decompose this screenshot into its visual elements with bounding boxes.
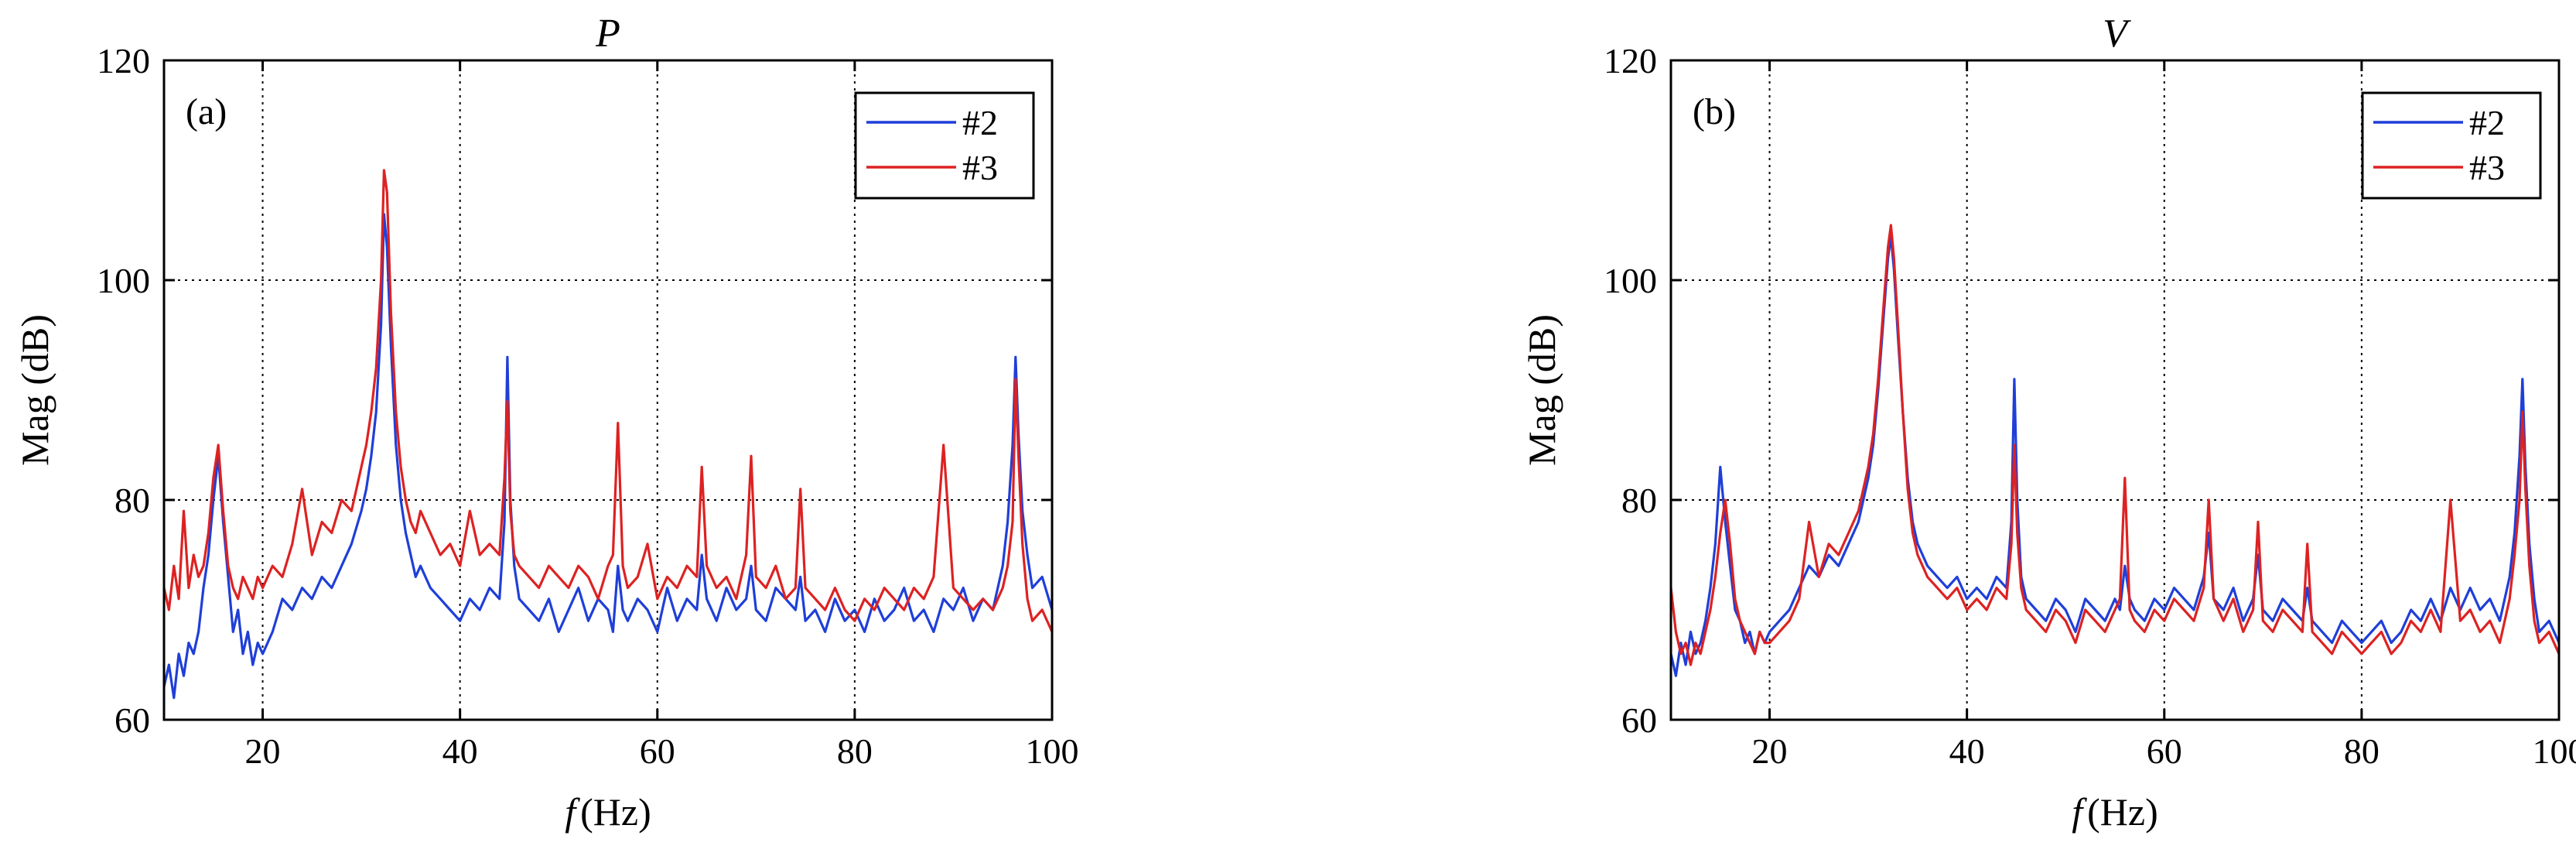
panel-label: (a) xyxy=(186,91,227,132)
series-line-2 xyxy=(164,169,1052,633)
chart-panel-2: 20 40 60 80 100 60 80 100 120 V (b) f(Hz) Mag (dB) #2… xyxy=(1520,12,2576,834)
x-axis-label-variable: f xyxy=(565,790,580,834)
series-line-2 xyxy=(1671,224,2559,666)
x-axis-label: f (Hz) xyxy=(2072,790,2158,834)
x-tick-label: 20 xyxy=(1752,731,1788,771)
x-tick-label: 60 xyxy=(2147,731,2182,771)
series-line-1 xyxy=(164,213,1052,700)
x-tick-label: 60 xyxy=(640,731,675,771)
x-tick-label: 20 xyxy=(245,731,281,771)
y-tick-label: 80 xyxy=(114,481,150,520)
y-axis-label: Mag (dB) xyxy=(1520,314,1563,466)
x-tick-label: 40 xyxy=(442,731,478,771)
y-tick-label: 120 xyxy=(97,41,150,80)
x-axis-label-unit: (Hz) xyxy=(580,790,651,834)
x-axis-label-unit: (Hz) xyxy=(2087,790,2158,834)
y-tick-label: 60 xyxy=(1621,700,1657,740)
plot-frame xyxy=(162,59,1054,721)
chart-title: V xyxy=(2103,12,2131,56)
legend-box xyxy=(2361,91,2542,200)
y-tick-label: 100 xyxy=(1604,261,1657,300)
y-tick-label: 120 xyxy=(1604,41,1657,80)
y-tick-label: 80 xyxy=(1621,481,1657,520)
plot-frame xyxy=(1669,59,2561,721)
legend-label-1: #2 xyxy=(962,103,998,142)
y-tick-label: 60 xyxy=(114,700,150,740)
chart-panel-1: 20 40 60 80 100 60 80 100 120 P (a) f (Hz) Mag (dB) #2… xyxy=(13,12,1079,834)
x-tick-label: 100 xyxy=(2533,731,2576,771)
legend-box xyxy=(854,91,1035,200)
x-tick-label: 80 xyxy=(837,731,873,771)
x-axis-label-variable: f xyxy=(2072,790,2087,834)
legend-label-2: #3 xyxy=(2469,148,2505,187)
panel-label: (b) xyxy=(1693,91,1736,132)
series-line-1 xyxy=(1671,235,2559,677)
x-tick-label: 100 xyxy=(1026,731,1079,771)
x-axis-label: f (Hz) xyxy=(565,790,651,834)
legend: #2#3 xyxy=(2361,91,2542,200)
y-axis-label: Mag (dB) xyxy=(13,314,56,466)
chart-title: P xyxy=(595,12,620,56)
x-tick-label: 80 xyxy=(2344,731,2380,771)
y-tick-label: 100 xyxy=(97,261,150,300)
legend: #2#3 xyxy=(854,91,1035,200)
x-tick-label: 40 xyxy=(1949,731,1985,771)
legend-label-1: #2 xyxy=(2469,103,2505,142)
legend-label-2: #3 xyxy=(962,148,998,187)
